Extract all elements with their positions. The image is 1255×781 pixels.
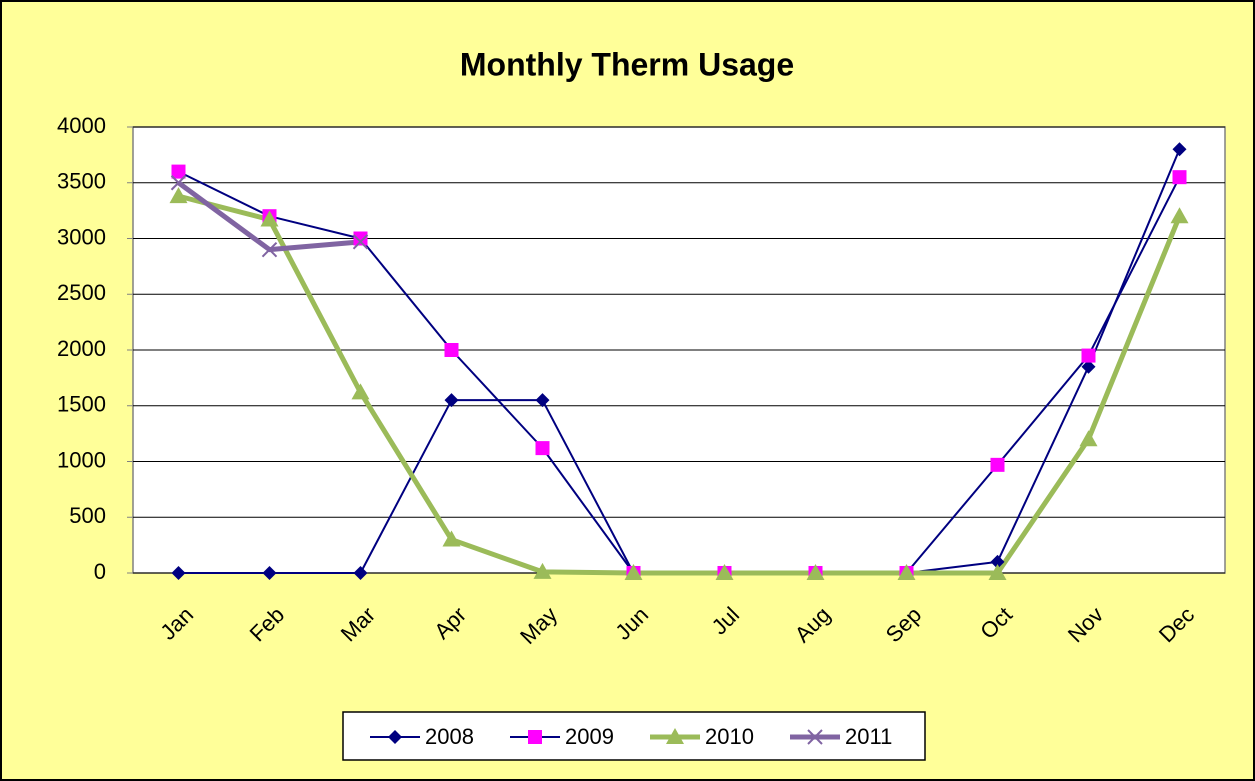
data-point	[988, 564, 1007, 580]
data-point	[1081, 359, 1096, 374]
data-point	[990, 457, 1005, 472]
data-point	[260, 210, 279, 227]
legend-label: 2008	[425, 724, 474, 749]
data-point	[535, 393, 550, 408]
y-tick-label: 4000	[57, 113, 106, 138]
y-tick-label: 2000	[57, 336, 106, 361]
data-point	[171, 164, 186, 179]
data-point	[1172, 142, 1187, 157]
data-point	[444, 393, 459, 408]
data-point	[444, 343, 459, 357]
data-point	[352, 234, 369, 250]
data-point	[171, 566, 186, 580]
data-point	[351, 383, 370, 400]
y-tick-label: 500	[69, 503, 106, 528]
legend-marker	[666, 728, 684, 744]
legend-marker	[528, 730, 542, 744]
data-point	[1081, 348, 1096, 363]
data-point	[806, 564, 825, 580]
data-point	[169, 187, 188, 204]
data-point	[353, 566, 368, 580]
data-point	[262, 566, 277, 580]
data-point	[1079, 430, 1098, 447]
legend-marker	[807, 729, 823, 745]
y-tick-label: 1000	[57, 447, 106, 472]
data-point	[624, 564, 643, 580]
data-point	[533, 562, 552, 579]
y-tick-label: 3000	[57, 224, 106, 249]
legend-marker	[388, 730, 402, 744]
data-point	[353, 231, 368, 246]
y-tick-label: 3500	[57, 169, 106, 194]
series-line	[177, 193, 1182, 576]
legend-label: 2009	[565, 724, 614, 749]
y-tick-label: 1500	[57, 392, 106, 417]
data-point	[535, 441, 550, 456]
data-point	[715, 564, 734, 580]
data-point	[990, 554, 1005, 569]
data-point	[897, 564, 916, 580]
data-point	[1172, 170, 1187, 185]
data-point	[261, 241, 278, 258]
y-tick-label: 0	[94, 559, 106, 584]
data-point	[442, 530, 461, 547]
data-point	[170, 175, 187, 191]
data-point	[1170, 207, 1189, 224]
legend-label: 2011	[845, 724, 892, 749]
legend-label: 2010	[705, 724, 754, 749]
y-tick-label: 2500	[57, 280, 106, 305]
chart-title: Monthly Therm Usage	[460, 46, 794, 82]
